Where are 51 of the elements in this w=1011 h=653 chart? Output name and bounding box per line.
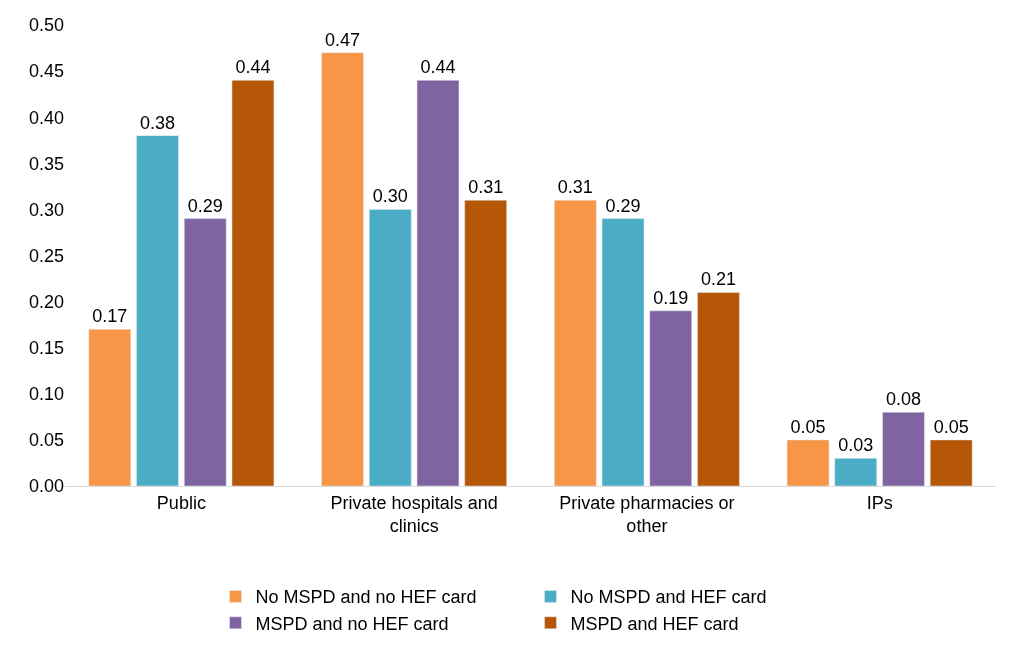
data-label: 0.03 [838, 435, 874, 456]
data-label: 0.38 [139, 112, 176, 133]
bar [834, 458, 878, 486]
y-tick-label: 0.30 [28, 199, 64, 220]
data-label: 0.17 [92, 306, 128, 327]
bar [697, 292, 740, 486]
bar [369, 209, 412, 486]
bar [416, 80, 460, 486]
data-label: 0.05 [790, 416, 826, 437]
bar [88, 329, 132, 486]
bar [601, 218, 645, 486]
data-label: 0.29 [187, 195, 223, 216]
legend-label: MSPD and HEF card [570, 613, 739, 634]
y-tick-label: 0.00 [28, 476, 64, 497]
y-tick-label: 0.50 [28, 15, 64, 36]
data-label: 0.31 [557, 177, 593, 198]
data-label: 0.30 [372, 186, 408, 207]
y-tick-label: 0.35 [28, 153, 64, 174]
bar [929, 439, 973, 486]
bar [464, 199, 507, 486]
y-tick-label: 0.45 [28, 61, 64, 82]
x-tick-label: IPs [866, 492, 893, 513]
bar [183, 218, 227, 486]
x-tick-label: Private hospitals and clinics [330, 492, 498, 536]
data-label: 0.29 [605, 195, 641, 216]
legend-label: No MSPD and HEF card [570, 587, 767, 608]
bar [554, 199, 597, 486]
y-tick-label: 0.05 [28, 430, 64, 451]
y-tick-label: 0.20 [28, 291, 64, 312]
data-label: 0.08 [885, 389, 922, 410]
y-tick-label: 0.10 [28, 384, 64, 405]
bar [882, 411, 925, 486]
data-label: 0.47 [325, 29, 361, 50]
x-tick-label: Public [156, 492, 206, 513]
legend-label: No MSPD and no HEF card [255, 587, 477, 608]
bar [786, 439, 830, 486]
data-label: 0.21 [700, 269, 736, 290]
data-label: 0.05 [933, 416, 969, 437]
data-label: 0.44 [235, 57, 271, 78]
bar [321, 52, 364, 486]
y-tick-label: 0.25 [28, 245, 64, 266]
data-label: 0.44 [420, 57, 456, 78]
data-label: 0.31 [468, 177, 504, 198]
y-tick-label: 0.15 [28, 338, 64, 358]
data-label: 0.19 [653, 287, 689, 308]
x-tick-label: Private pharmacies or other [559, 492, 735, 536]
bar [231, 80, 275, 486]
bar [136, 135, 179, 486]
bar [649, 310, 692, 486]
legend-label: MSPD and no HEF card [255, 613, 449, 634]
y-tick-label: 0.40 [28, 107, 64, 128]
